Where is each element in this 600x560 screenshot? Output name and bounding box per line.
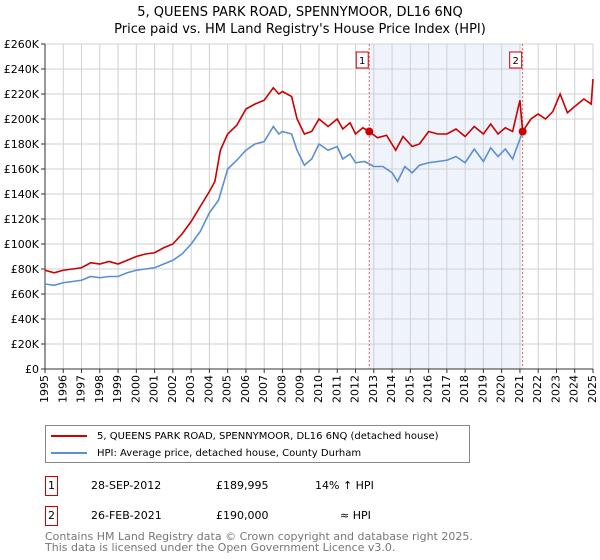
annotation-label: 1 (359, 56, 365, 67)
annotation-label: 2 (512, 56, 518, 67)
x-tick-label: 2024 (568, 375, 581, 403)
x-tick-label: 2015 (403, 375, 416, 403)
x-tick-label: 2008 (275, 375, 288, 403)
title-line: 5, QUEENS PARK ROAD, SPENNYMOOR, DL16 6N… (137, 5, 463, 20)
transaction-number: 2 (45, 506, 58, 526)
x-tick-label: 2019 (476, 375, 489, 403)
x-tick-label: 2003 (184, 375, 197, 403)
x-tick-label: 2018 (458, 375, 471, 403)
x-tick-label: 2004 (202, 375, 215, 403)
transaction-row: 1 28-SEP-2012 £189,995 14% ↑ HPI (45, 476, 445, 496)
x-tick-label: 2006 (239, 375, 252, 403)
y-tick-label: £260K (4, 38, 40, 51)
y-tick-label: £160K (4, 163, 40, 176)
legend-item-hpi: HPI: Average price, detached house, Coun… (51, 445, 361, 461)
y-tick-label: £100K (4, 238, 40, 251)
y-tick-label: £40K (11, 313, 40, 326)
x-tick-label: 2020 (495, 375, 508, 403)
legend-label: HPI: Average price, detached house, Coun… (97, 447, 362, 459)
x-tick-label: 2002 (166, 375, 179, 403)
sale-point (518, 127, 527, 136)
transaction-date: 28-SEP-2012 (91, 479, 162, 492)
chart-title: 5, QUEENS PARK ROAD, SPENNYMOOR, DL16 6N… (0, 4, 600, 38)
y-tick-label: £0 (25, 363, 39, 376)
transaction-date: 26-FEB-2021 (91, 509, 162, 522)
transaction-number: 1 (45, 476, 58, 496)
y-tick-label: £20K (11, 338, 40, 351)
annotation-box (355, 51, 369, 69)
x-tick-label: 2005 (221, 375, 234, 403)
y-tick-label: £220K (4, 88, 40, 101)
transaction-row: 2 26-FEB-2021 £190,000 ≈ HPI (45, 506, 445, 526)
transaction-hpi: 14% ↑ HPI (315, 479, 374, 492)
x-tick-label: 1998 (93, 375, 106, 403)
y-tick-label: £60K (11, 288, 40, 301)
x-tick-label: 2023 (549, 375, 562, 403)
x-tick-label: 1996 (56, 375, 69, 403)
x-tick-label: 2007 (257, 375, 270, 403)
property-price-line (44, 78, 594, 274)
x-tick-label: 2016 (422, 375, 435, 403)
legend-item-property: 5, QUEENS PARK ROAD, SPENNYMOOR, DL16 6N… (51, 428, 439, 444)
annotation-box (509, 51, 523, 69)
transaction-hpi: ≈ HPI (340, 509, 371, 522)
legend: 5, QUEENS PARK ROAD, SPENNYMOOR, DL16 6N… (45, 425, 470, 463)
x-tick-label: 2014 (385, 375, 398, 403)
x-tick-label: 2012 (349, 375, 362, 403)
x-tick-label: 2022 (531, 375, 544, 403)
legend-line-blue (51, 452, 87, 454)
price-chart: 1995 1996 1997 1998 1999 2000 2001 2002 2003 2004… (4, 38, 599, 403)
hpi-line (44, 125, 524, 287)
footer: Contains HM Land Registry data © Crown c… (45, 531, 473, 553)
x-tick-label: 2021 (513, 375, 526, 403)
footer-line: Contains HM Land Registry data © Crown c… (45, 530, 473, 543)
transaction-price: £190,000 (216, 509, 269, 522)
y-tick-label: £240K (4, 63, 40, 76)
x-tick-label: 2010 (312, 375, 325, 403)
x-tick-label: 2025 (586, 375, 599, 403)
x-tick-label: 1995 (38, 375, 51, 403)
transaction-price: £189,995 (216, 479, 269, 492)
x-tick-label: 2000 (129, 375, 142, 403)
legend-label: 5, QUEENS PARK ROAD, SPENNYMOOR, DL16 6N… (97, 430, 439, 442)
x-tick-label: 1997 (75, 375, 88, 403)
x-tick-label: 2001 (148, 375, 161, 403)
y-tick-label: £180K (4, 138, 40, 151)
y-tick-label: £200K (4, 113, 40, 126)
legend-line-red (51, 435, 87, 437)
y-tick-label: £120K (4, 213, 40, 226)
subtitle-line: Price paid vs. HM Land Registry's House … (114, 22, 486, 37)
x-tick-label: 2011 (330, 375, 343, 403)
shaded-period (369, 44, 523, 369)
footer-line: This data is licensed under the Open Gov… (45, 541, 396, 554)
x-tick-label: 2009 (294, 375, 307, 403)
x-tick-label: 2017 (440, 375, 453, 403)
sale-point (365, 127, 374, 136)
x-tick-label: 2013 (367, 375, 380, 403)
x-tick-label: 1999 (111, 375, 124, 403)
y-tick-label: £80K (11, 263, 40, 276)
y-tick-label: £140K (4, 188, 40, 201)
